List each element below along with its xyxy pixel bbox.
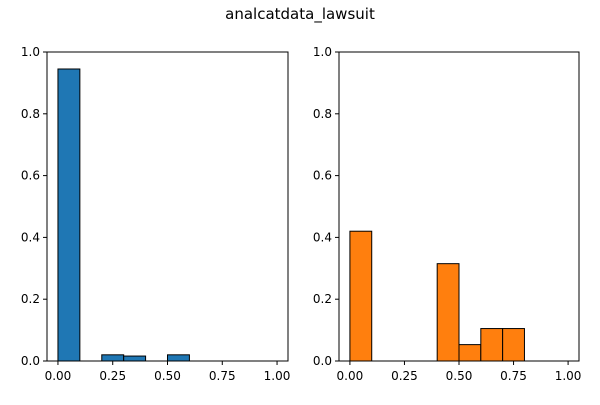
histogram-bar (57, 68, 81, 362)
x-tick-label: 0.50 (154, 369, 181, 383)
histogram-bar (480, 328, 504, 362)
x-tick-label: 1.00 (555, 369, 582, 383)
x-tick-label: 1.00 (264, 369, 291, 383)
x-tick-label: 0.25 (99, 369, 126, 383)
x-tick-label: 0.50 (446, 369, 473, 383)
histogram-bar (458, 344, 482, 362)
y-tick-label: 0.6 (313, 169, 332, 183)
y-tick-label: 0.0 (313, 354, 332, 368)
y-tick-label: 0.8 (313, 107, 332, 121)
histogram-bar (436, 263, 460, 362)
x-tick-label: 0.00 (45, 369, 72, 383)
y-tick-label: 0.8 (21, 107, 40, 121)
x-tick-label: 0.00 (337, 369, 364, 383)
y-tick-label: 1.0 (313, 45, 332, 59)
y-tick-label: 0.4 (21, 230, 40, 244)
subplot-1: 0.00 0.25 0.50 0.75 1.00 0.0 0.2 0.4 0.6 0.8 1.0 (21, 45, 290, 383)
axes-frame (46, 51, 289, 362)
histogram-bar (349, 230, 373, 362)
subplot-2: 0.00 0.25 0.50 0.75 1.00 0.0 0.2 0.4 0.6 0.8 1.0 (313, 45, 582, 383)
histogram-bar (167, 354, 190, 362)
y-tick-label: 1.0 (21, 45, 40, 59)
y-tick-label: 0.4 (313, 230, 332, 244)
histogram-bar (123, 355, 147, 362)
x-tick-label: 0.75 (500, 369, 527, 383)
x-tick-label: 0.75 (209, 369, 236, 383)
histogram-bar (101, 354, 125, 362)
y-tick-label: 0.0 (21, 354, 40, 368)
figure-title: analcatdata_lawsuit (225, 5, 375, 23)
y-tick-label: 0.6 (21, 169, 40, 183)
y-tick-label: 0.2 (21, 292, 40, 306)
y-tick-label: 0.2 (313, 292, 332, 306)
histogram-bar (502, 328, 525, 362)
x-tick-label: 0.25 (391, 369, 418, 383)
